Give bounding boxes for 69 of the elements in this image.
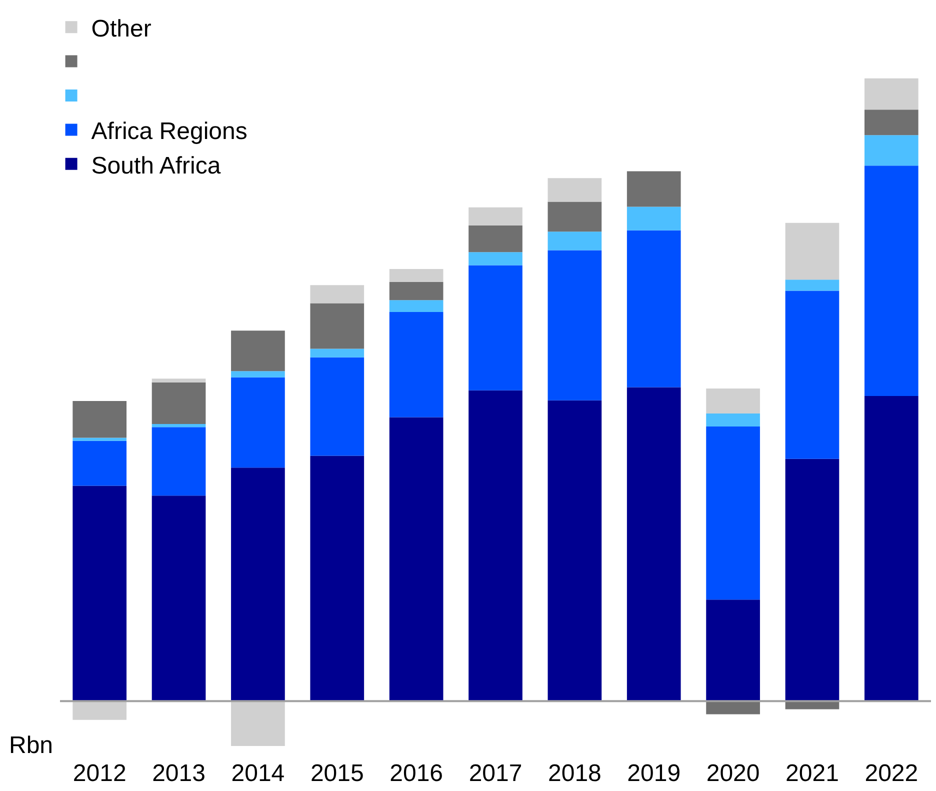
bar xyxy=(468,252,522,266)
bar xyxy=(152,382,206,424)
bar xyxy=(864,396,918,702)
bar xyxy=(785,280,840,291)
bar xyxy=(310,357,364,456)
bar xyxy=(231,377,285,468)
bar xyxy=(389,268,444,282)
bar xyxy=(706,600,760,702)
bar xyxy=(706,426,760,600)
bar xyxy=(389,300,444,312)
bar xyxy=(468,225,522,252)
bar xyxy=(152,424,206,428)
bar xyxy=(72,486,127,702)
bar xyxy=(389,282,444,300)
x-tick-label: 2016 xyxy=(390,760,444,787)
bar xyxy=(548,400,602,702)
bar xyxy=(231,701,285,746)
x-tick-label: 2019 xyxy=(627,760,681,787)
x-tick-label: 2021 xyxy=(786,760,839,787)
bar xyxy=(231,468,285,702)
bar xyxy=(785,290,840,459)
bar xyxy=(310,456,364,702)
bar xyxy=(72,701,127,720)
bar xyxy=(468,265,522,390)
bar xyxy=(548,232,602,250)
bar xyxy=(706,701,760,714)
bar xyxy=(785,458,840,702)
bar xyxy=(231,330,285,372)
x-tick-label: 2020 xyxy=(706,760,760,787)
x-tick-label: 2015 xyxy=(310,760,364,787)
bar xyxy=(310,303,364,349)
bar xyxy=(152,427,206,496)
bar xyxy=(626,230,681,388)
bar xyxy=(864,78,918,110)
bar xyxy=(626,387,681,702)
x-tick-label: 2022 xyxy=(864,760,918,787)
bar xyxy=(548,202,602,232)
bar xyxy=(864,110,918,136)
legend-label: Other xyxy=(91,15,152,42)
x-tick-label: 2017 xyxy=(468,760,522,787)
text: Rbn xyxy=(9,732,54,759)
x-tick-label: 2018 xyxy=(548,760,602,787)
bar xyxy=(72,401,127,438)
bar xyxy=(72,438,127,441)
bar xyxy=(864,135,918,166)
legend-label: Africa Regions xyxy=(91,118,248,146)
bar xyxy=(706,413,760,427)
bar xyxy=(468,390,522,702)
bar xyxy=(389,417,444,702)
bar xyxy=(548,250,602,400)
bar xyxy=(310,285,364,304)
bar xyxy=(231,371,285,378)
x-tick-label: 2013 xyxy=(152,760,206,787)
bar xyxy=(310,348,364,358)
bar xyxy=(468,207,522,226)
bar xyxy=(72,440,127,486)
bar xyxy=(152,496,206,702)
bar xyxy=(785,701,840,710)
bar xyxy=(626,206,681,230)
x-tick-label: 2014 xyxy=(231,760,285,787)
legend-label: South Africa xyxy=(91,152,222,180)
bar xyxy=(864,166,918,396)
bar xyxy=(548,178,602,202)
bar xyxy=(626,171,681,207)
bar xyxy=(152,378,206,382)
bar xyxy=(389,312,444,418)
x-tick-label: 2012 xyxy=(72,760,126,787)
bar xyxy=(706,388,760,414)
bar xyxy=(785,222,840,280)
